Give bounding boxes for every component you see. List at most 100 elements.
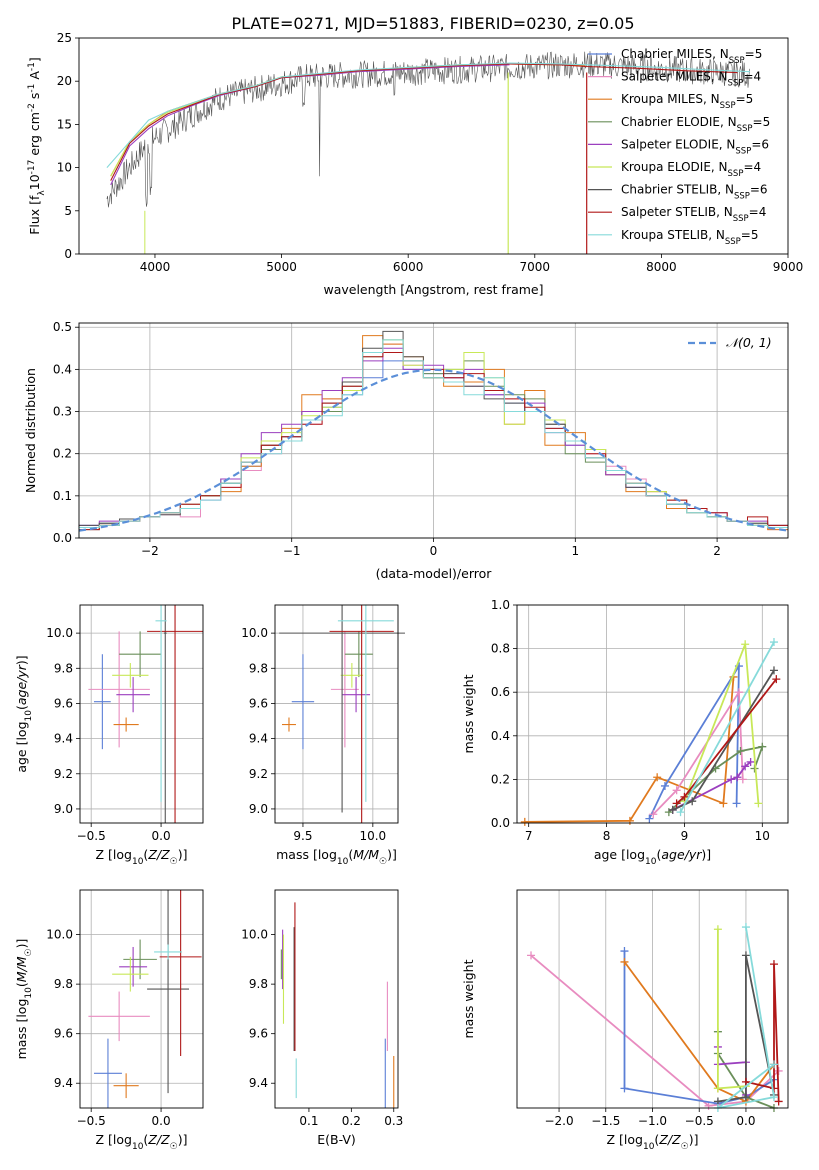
point-Salpeter-STELIB <box>147 605 203 823</box>
y-tick-label: 0.5 <box>53 320 72 334</box>
y-tick-label: 0.4 <box>491 729 510 743</box>
y-tick-label: 9.8 <box>54 977 73 991</box>
x-tick-label: −2 <box>141 544 159 558</box>
plus-marker <box>741 923 750 932</box>
plus-marker <box>672 799 681 808</box>
axes-frame <box>79 604 204 824</box>
legend-label: Kroupa MILES, NSSP=5 <box>621 92 753 111</box>
x-tick-label: 10.0 <box>359 829 386 843</box>
series-Kroupa-ELODIE <box>713 925 750 1093</box>
axes-residuals: −2 −1 0 1 2 0.0 0.1 0.2 0.3 0.4 0.5 (data-model)/er… <box>23 320 789 581</box>
series-Kroupa-ELODIE <box>680 640 763 808</box>
x-tick-label: 0.0 <box>152 829 171 843</box>
plus-marker <box>719 799 728 808</box>
point-Chabrier-ELODIE <box>119 631 162 678</box>
x-tick-label: 8000 <box>646 260 677 274</box>
series-Salpeter-STELIB <box>741 960 783 1106</box>
point-Salpeter-ELODIE <box>119 946 148 987</box>
x-tick-label: −1.0 <box>638 1114 667 1128</box>
x-tick-label: −2.0 <box>544 1114 573 1128</box>
series-Chabrier-STELIB <box>106 51 750 208</box>
plus-marker <box>688 797 697 806</box>
plus-marker <box>741 1077 750 1086</box>
weight-line <box>745 964 780 1102</box>
point-Kroupa-STELIB <box>154 944 183 960</box>
figure-title: PLATE=0271, MJD=51883, FIBERID=0230, z=0… <box>231 14 634 33</box>
plus-marker <box>520 817 529 826</box>
y-tick-label: 0.2 <box>53 447 72 461</box>
series-Salpeter-STELIB <box>110 63 738 181</box>
point-Chabrier-STELIB <box>163 605 167 823</box>
y-tick-label: 9.6 <box>54 696 73 710</box>
x-tick-label: 4000 <box>140 260 171 274</box>
series-Kroupa-STELIB <box>106 62 751 168</box>
plus-marker <box>653 773 662 782</box>
y-tick-label: 9.8 <box>54 661 73 675</box>
x-tick-label: 9 <box>681 829 689 843</box>
weight-line <box>717 926 776 1109</box>
point-Kroupa-MILES <box>113 1073 139 1099</box>
plus-marker <box>649 810 658 819</box>
y-tick-label: 9.6 <box>54 1027 73 1041</box>
plus-marker <box>727 775 736 784</box>
axes-frame <box>274 604 399 824</box>
series-Salpeter-MILES <box>649 688 747 819</box>
series-Chabrier-STELIB <box>668 666 778 814</box>
plus-marker <box>734 688 743 697</box>
axes-frame <box>274 889 399 1109</box>
y-tick-label: 0.2 <box>491 772 510 786</box>
y-axis-label: mass [log10(M/M☉)] <box>14 939 34 1060</box>
y-tick-label: 9.2 <box>249 767 268 781</box>
x-axis-label: (data-model)/error <box>376 566 493 581</box>
point-Salpeter-STELIB <box>329 605 394 823</box>
x-tick-label: 7000 <box>520 260 551 274</box>
axes-spectrum: 4000 5000 6000 7000 8000 9000 0 5 10 15 20 25 wavele… <box>27 31 803 297</box>
y-tick-label: 0.0 <box>53 531 72 545</box>
x-tick-label: 9000 <box>773 260 804 274</box>
histogram-step <box>78 339 788 538</box>
panels: 4000 5000 6000 7000 8000 90000510152025wavele… <box>14 31 803 1152</box>
plus-marker <box>769 1093 778 1102</box>
legend-label: Salpeter ELODIE, NSSP=6 <box>621 137 769 156</box>
y-axis-label: age [log10(age/yr)] <box>14 655 34 772</box>
series-Chabrier-MILES <box>645 662 743 823</box>
normal-curve <box>78 368 789 532</box>
legend: Chabrier MILES, NSSP=5 Salpeter MILES, NS… <box>588 47 770 247</box>
x-tick-label: 0.0 <box>736 1114 755 1128</box>
plus-marker <box>680 792 689 801</box>
point-Salpeter-MILES <box>88 631 150 748</box>
y-tick-label: 10.0 <box>46 626 73 640</box>
plus-marker <box>774 1097 783 1106</box>
y-tick-label: 9.6 <box>249 696 268 710</box>
point-Chabrier-MILES <box>291 654 315 750</box>
plus-marker <box>769 1060 778 1069</box>
plus-marker <box>769 666 778 675</box>
axes-frame <box>78 322 789 539</box>
plus-marker <box>736 747 745 756</box>
y-tick-label: 9.8 <box>249 661 268 675</box>
y-tick-label: 0 <box>64 247 72 261</box>
x-tick-label: −0.5 <box>77 829 106 843</box>
axes-frame <box>516 604 789 824</box>
legend-label: Chabrier MILES, NSSP=5 <box>621 47 762 66</box>
point-Salpeter-ELODIE <box>116 677 150 713</box>
weight-line <box>648 662 740 819</box>
y-tick-label: 15 <box>57 117 72 131</box>
y-tick-label: 9.4 <box>54 1076 73 1090</box>
x-axis-label: Z [log10(Z/Z☉)] <box>96 847 188 867</box>
x-axis-label: E(B-V) <box>317 1132 356 1147</box>
x-tick-label: 0 <box>430 544 438 558</box>
x-tick-label: 0.2 <box>342 1114 361 1128</box>
plus-marker <box>713 1084 722 1093</box>
x-tick-label: −1.5 <box>591 1114 620 1128</box>
x-tick-label: 0.0 <box>152 1114 171 1128</box>
plus-marker <box>746 757 755 766</box>
y-tick-label: 0.8 <box>491 642 510 656</box>
y-tick-label: 0.1 <box>53 489 72 503</box>
y-axis-label: mass weight <box>461 959 476 1038</box>
x-tick-label: −0.5 <box>685 1114 714 1128</box>
point-Chabrier-ELODIE <box>344 631 373 678</box>
plus-marker <box>738 775 747 784</box>
plus-marker <box>676 808 685 817</box>
